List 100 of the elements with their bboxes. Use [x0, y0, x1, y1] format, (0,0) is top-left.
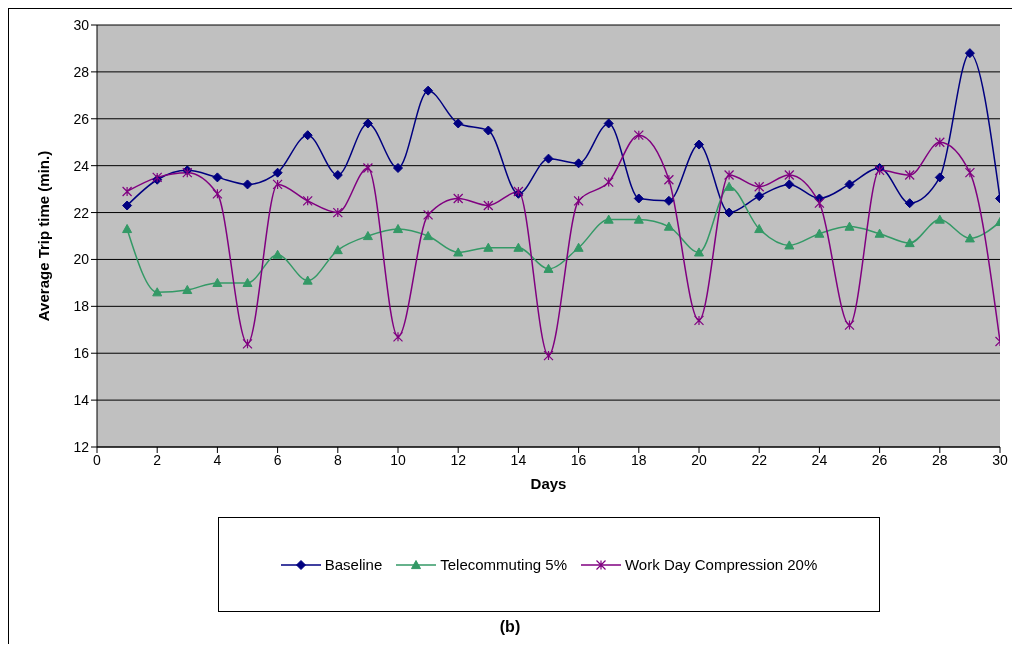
point — [272, 179, 283, 190]
y-axis-title: Average Trip time (min.) — [35, 150, 53, 322]
point — [423, 231, 434, 241]
x-tick-label: 8 — [333, 451, 342, 468]
point — [423, 209, 434, 220]
y-tick-label: 16 — [73, 345, 90, 362]
point — [122, 200, 133, 211]
point — [543, 263, 554, 273]
x-axis-title: Days — [530, 475, 567, 492]
y-tick-label: 14 — [73, 392, 90, 409]
point — [152, 287, 163, 297]
point — [694, 247, 704, 257]
x-tick-label: 2 — [153, 451, 162, 468]
point — [693, 315, 705, 326]
point — [332, 170, 343, 181]
point — [633, 214, 644, 224]
point — [844, 319, 855, 331]
point — [362, 231, 373, 241]
x-tick-label: 18 — [631, 451, 647, 468]
point — [603, 214, 614, 224]
point — [122, 186, 133, 197]
point — [302, 130, 313, 141]
point — [754, 223, 765, 234]
point — [212, 277, 223, 287]
point — [483, 125, 494, 136]
point — [392, 331, 404, 342]
point — [302, 275, 313, 285]
point — [122, 223, 133, 234]
point — [212, 188, 223, 199]
point — [272, 167, 283, 178]
point — [182, 284, 193, 295]
legend-label: Baseline — [324, 556, 383, 573]
point — [724, 169, 735, 181]
point — [543, 350, 554, 361]
y-tick-label: 24 — [73, 157, 90, 174]
point — [483, 200, 494, 211]
point — [724, 207, 735, 218]
point — [934, 172, 945, 183]
point — [934, 214, 945, 224]
point — [453, 193, 464, 204]
point — [694, 139, 704, 150]
x-tick-label: 10 — [390, 451, 406, 468]
point — [603, 176, 614, 188]
point — [633, 130, 644, 141]
point — [362, 118, 373, 129]
point — [844, 221, 855, 231]
point — [904, 238, 915, 248]
point — [362, 162, 373, 174]
point — [393, 163, 403, 174]
point — [302, 195, 313, 206]
point — [543, 153, 554, 164]
text: (b) — [498, 618, 522, 636]
y-tick-label: 20 — [73, 251, 90, 268]
point — [754, 181, 765, 192]
y-tick-label: 12 — [73, 438, 90, 455]
point — [332, 245, 343, 255]
y-tick-label: 18 — [73, 298, 90, 315]
x-tick-label: 20 — [691, 451, 707, 468]
y-tick-label: 30 — [73, 16, 90, 33]
point — [573, 242, 584, 252]
point — [603, 118, 614, 129]
point — [483, 242, 494, 252]
point — [663, 195, 674, 206]
y-tick-label: 26 — [73, 110, 90, 127]
point — [332, 207, 343, 218]
point — [212, 172, 223, 183]
point — [663, 221, 674, 231]
point — [573, 195, 584, 206]
x-tick-label: 0 — [93, 451, 102, 468]
point — [844, 179, 855, 190]
point — [633, 193, 644, 204]
point — [754, 191, 765, 202]
point — [242, 179, 253, 190]
point — [573, 158, 584, 169]
point — [784, 240, 795, 250]
legend-label: Telecommuting 5% — [440, 556, 567, 573]
point — [814, 198, 825, 209]
y-tick-label: 22 — [73, 204, 90, 221]
point — [904, 198, 915, 209]
x-tick-label: 28 — [932, 451, 948, 468]
x-tick-label: 6 — [273, 451, 282, 468]
point — [784, 169, 795, 181]
point — [453, 118, 464, 129]
y-tick-label: 28 — [73, 63, 90, 80]
point — [724, 181, 735, 191]
point — [242, 338, 253, 349]
point — [242, 277, 253, 287]
x-tick-label: 16 — [570, 451, 587, 468]
point — [453, 247, 464, 257]
point — [874, 228, 885, 238]
point — [964, 233, 975, 243]
x-tick-label: 30 — [992, 451, 1008, 468]
x-tick-label: 22 — [751, 451, 768, 468]
point — [513, 242, 524, 252]
x-tick-label: 24 — [811, 451, 828, 468]
point — [784, 179, 795, 190]
point — [663, 174, 674, 185]
point — [423, 85, 434, 96]
point — [814, 228, 825, 238]
legend-label: Work Day Compression 20% — [624, 556, 818, 573]
